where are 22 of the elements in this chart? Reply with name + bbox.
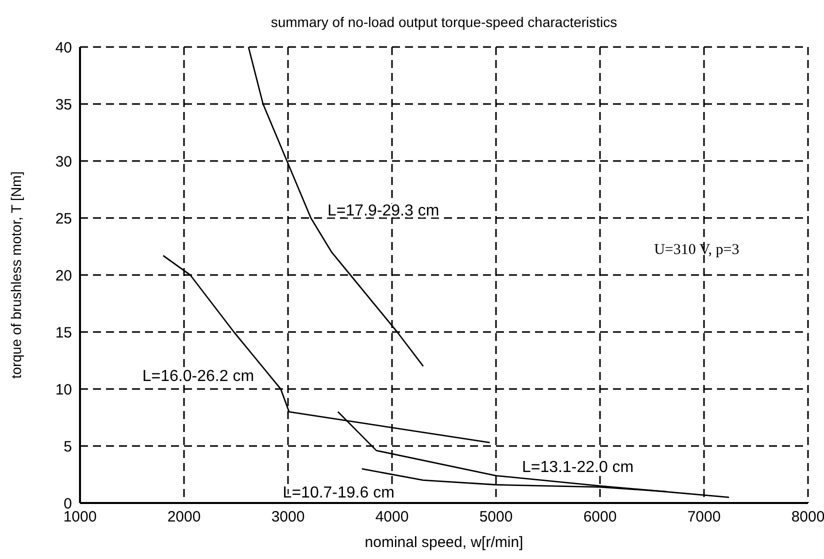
y-tick-label: 30 bbox=[55, 153, 72, 170]
y-tick-label: 10 bbox=[55, 381, 72, 398]
x-tick-label: 6000 bbox=[583, 508, 617, 526]
x-axis-title: nominal speed, w[r/min] bbox=[364, 534, 524, 551]
annotation: U=310 V, p=3 bbox=[654, 242, 740, 258]
x-tick-label: 5000 bbox=[479, 508, 513, 526]
y-tick-label: 35 bbox=[55, 96, 72, 114]
series-label: L=17.9-29.3 cm bbox=[328, 202, 440, 220]
y-tick-label: 25 bbox=[55, 210, 72, 228]
chart-title: summary of no-load output torque-speed characteristics bbox=[270, 14, 618, 30]
x-tick-label: 2000 bbox=[167, 508, 201, 526]
y-tick-label: 15 bbox=[55, 324, 72, 342]
x-tick-label: 7000 bbox=[687, 508, 721, 526]
y-axis-title: torque of brushless motor, T [Nm] bbox=[8, 171, 24, 379]
y-tick-label: 20 bbox=[55, 267, 72, 284]
y-tick-label: 40 bbox=[55, 39, 72, 56]
series-label: L=13.1-22.0 cm bbox=[522, 459, 634, 476]
series-label: L=16.0-26.2 cm bbox=[142, 368, 254, 385]
x-tick-label: 4000 bbox=[375, 508, 409, 526]
x-tick-label: 3000 bbox=[271, 508, 305, 526]
x-tick-label: 8000 bbox=[791, 508, 824, 526]
y-tick-label: 5 bbox=[64, 438, 72, 456]
